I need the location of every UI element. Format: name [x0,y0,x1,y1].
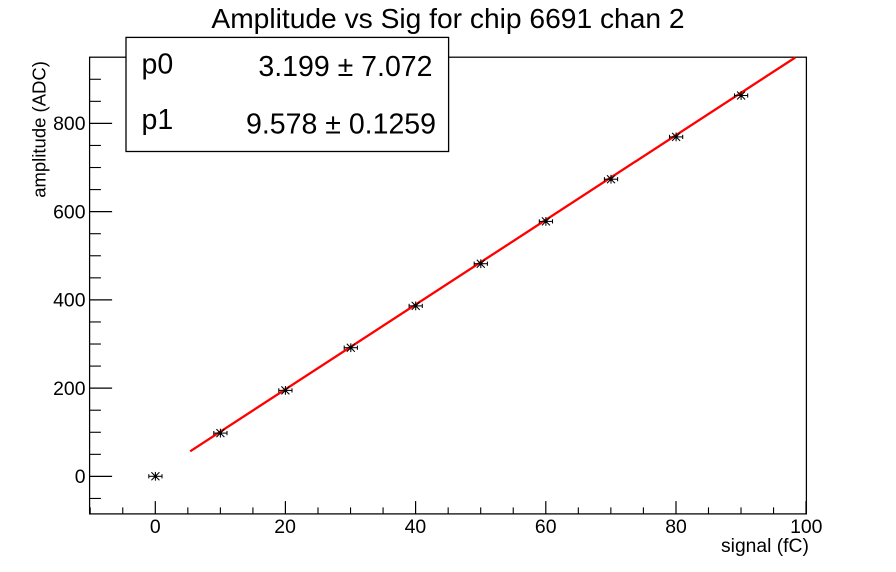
svg-text:20: 20 [274,516,296,538]
svg-text:signal (fC): signal (fC) [721,536,809,557]
svg-text:p1: p1 [142,104,174,136]
svg-text:200: 200 [53,378,86,400]
svg-text:400: 400 [53,290,86,312]
svg-text:60: 60 [535,516,557,538]
svg-text:Amplitude vs Sig for chip 6691: Amplitude vs Sig for chip 6691 chan 2 [211,2,684,34]
svg-text:9.578 ± 0.1259: 9.578 ± 0.1259 [246,109,436,141]
svg-text:80: 80 [665,516,687,538]
svg-text:100: 100 [790,516,823,538]
svg-text:800: 800 [53,113,86,135]
svg-text:0: 0 [150,516,161,538]
svg-text:p0: p0 [142,49,174,81]
svg-text:3.199 ± 7.072: 3.199 ± 7.072 [258,51,432,83]
svg-text:0: 0 [75,466,86,488]
svg-text:amplitude (ADC): amplitude (ADC) [28,61,49,198]
svg-text:40: 40 [405,516,427,538]
svg-text:600: 600 [53,201,86,223]
